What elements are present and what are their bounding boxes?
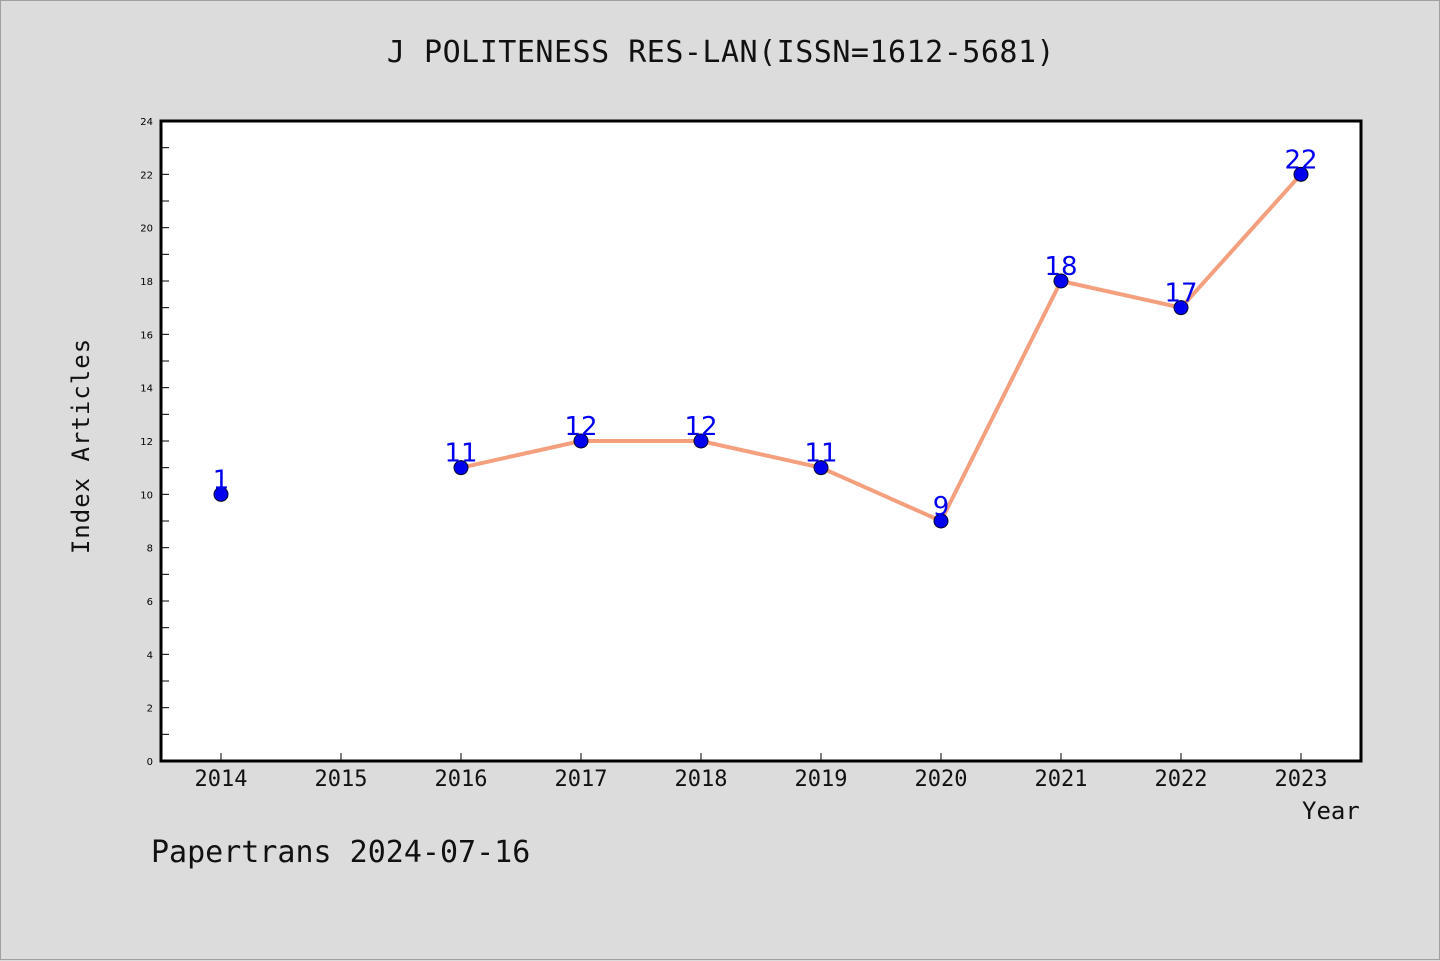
- data-label: 9: [933, 492, 950, 522]
- y-tick-label: 2: [147, 704, 153, 715]
- x-tick-label: 2014: [195, 767, 248, 792]
- data-point: [213, 486, 229, 502]
- data-point: [453, 460, 469, 476]
- data-label: 11: [804, 439, 837, 469]
- data-point: [573, 433, 589, 449]
- y-tick-label: 16: [140, 330, 153, 341]
- data-label: 22: [1284, 145, 1317, 175]
- data-label: 12: [684, 412, 717, 442]
- plot-area: [161, 121, 1361, 761]
- y-tick-label: 22: [140, 170, 153, 181]
- footer-note: Papertrans 2024-07-16: [151, 835, 531, 870]
- y-tick-label: 18: [140, 277, 153, 288]
- data-point: [813, 460, 829, 476]
- data-label: 12: [564, 412, 597, 442]
- data-point: [933, 513, 949, 529]
- data-point: [1293, 166, 1309, 182]
- chart-title: J POLITENESS RES-LAN(ISSN=1612-5681): [386, 35, 1056, 70]
- x-tick-label: 2019: [795, 767, 848, 792]
- y-tick-label: 0: [147, 757, 153, 768]
- data-point: [1173, 300, 1189, 316]
- x-tick-label: 2021: [1035, 767, 1088, 792]
- data-label: 11: [444, 439, 477, 469]
- x-tick-label: 2020: [915, 767, 968, 792]
- series-line: [459, 172, 1303, 523]
- plot-border: [159, 119, 1363, 763]
- data-label: 1: [213, 465, 230, 495]
- x-tick-label: 2017: [555, 767, 608, 792]
- y-tick-label: 8: [147, 544, 153, 555]
- y-tick-label: 20: [140, 224, 153, 235]
- x-tick-label: 2018: [675, 767, 728, 792]
- x-tick-label: 2022: [1155, 767, 1208, 792]
- data-label: 18: [1044, 252, 1077, 282]
- y-tick-label: 14: [140, 384, 153, 395]
- data-label: 17: [1164, 279, 1197, 309]
- x-axis-label: Year: [1302, 797, 1360, 825]
- data-point: [1053, 273, 1069, 289]
- y-tick-label: 12: [140, 437, 153, 448]
- y-tick-label: 6: [147, 597, 153, 608]
- y-tick-label: 4: [147, 650, 153, 661]
- data-point: [693, 433, 709, 449]
- y-tick-label: 24: [140, 117, 153, 128]
- x-tick-label: 2023: [1275, 767, 1328, 792]
- y-tick-label: 10: [140, 490, 153, 501]
- x-tick-label: 2015: [315, 767, 368, 792]
- x-tick-label: 2016: [435, 767, 488, 792]
